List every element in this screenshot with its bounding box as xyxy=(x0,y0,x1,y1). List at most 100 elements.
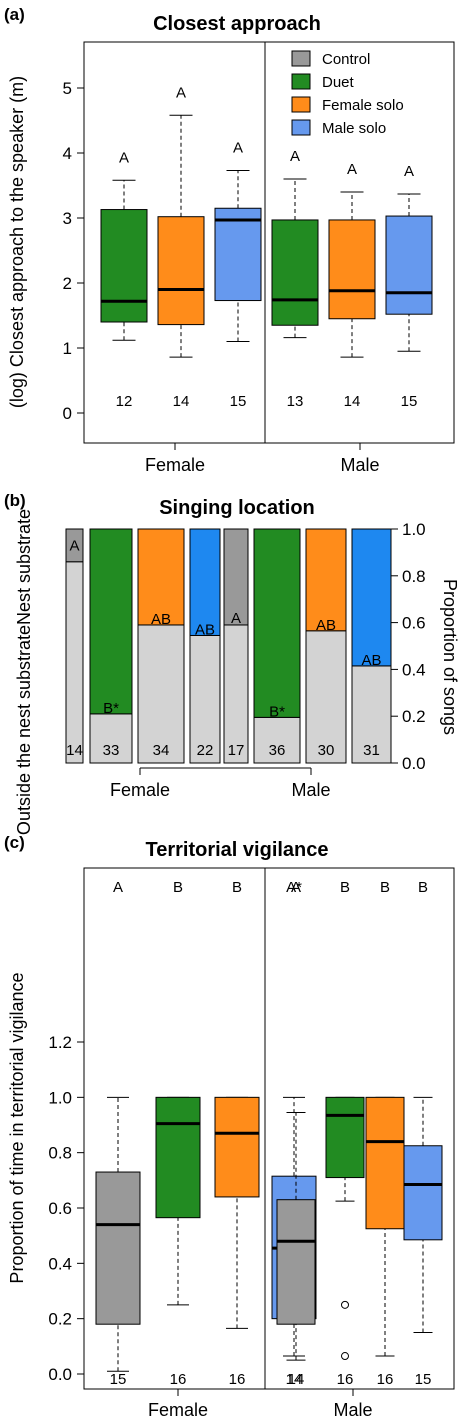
box-sample-size: 16 xyxy=(377,1371,394,1388)
panel-c: (c) Territorial vigilance Proportion of … xyxy=(4,833,455,1420)
y-tick-label: 0 xyxy=(63,404,72,423)
box-significance-letter: A xyxy=(290,148,300,165)
panel-a: (a) Closest approach (log) Closest appro… xyxy=(4,5,455,475)
bar-nest-male-female-solo xyxy=(305,528,347,632)
bar-sample-size: 33 xyxy=(103,742,120,759)
panel-a-y-axis: 0 1 2 3 4 5 xyxy=(63,79,84,423)
bar-nest-male-control xyxy=(223,528,249,626)
y-tick-label: 0.8 xyxy=(48,1144,72,1163)
legend-label-duet: Duet xyxy=(322,74,355,91)
panel-c-x-axis: Female Male xyxy=(148,1389,373,1420)
box-significance-letter: A xyxy=(291,879,301,896)
panel-a-x-label-male: Male xyxy=(340,455,379,475)
box-female-male-solo xyxy=(214,207,262,302)
panel-b-nest-label: Nest substrate xyxy=(14,509,34,625)
box-significance-letter: A* xyxy=(286,879,302,896)
panel-b-label: (b) xyxy=(4,491,26,510)
box-sample-size: 15 xyxy=(230,393,247,410)
panel-a-legend: Control Duet Female solo Male solo xyxy=(291,50,404,137)
box-outlier xyxy=(341,1300,349,1309)
panel-b-bars: A 14 B* 33 AB 34 AB 22 A 17 B* 36 AB 30 AB 31 xyxy=(65,528,392,764)
box-significance-letter: A xyxy=(404,163,414,180)
box-male-duet xyxy=(271,219,319,326)
y-tick-label: 2 xyxy=(63,274,72,293)
y-tick-label: 0.6 xyxy=(48,1199,72,1218)
box-sample-size: 13 xyxy=(287,393,304,410)
bar-significance-letter: B* xyxy=(269,704,285,721)
box-male-male-solo xyxy=(403,1145,443,1241)
panel-c-title: Territorial vigilance xyxy=(145,839,328,861)
bar-nest-female-male-solo xyxy=(189,528,221,636)
bar-significance-letter: AB xyxy=(361,652,381,669)
bar-nest-male-duet xyxy=(253,528,301,718)
box-significance-letter: A xyxy=(233,140,243,157)
bar-sample-size: 22 xyxy=(197,742,214,759)
y-tick-label: 0.0 xyxy=(402,754,426,773)
box-significance-letter: A xyxy=(347,161,357,178)
bar-significance-letter: AB xyxy=(195,622,215,639)
box-significance-letter: A xyxy=(176,84,186,101)
panel-a-x-label-female: Female xyxy=(145,455,205,475)
panel-a-boxes: A 12 A 14 A 15 A 13 A 14 A 15 xyxy=(100,84,433,410)
panel-a-title: Closest approach xyxy=(153,13,321,35)
legend-label-control: Control xyxy=(322,51,370,68)
box-male-female-solo xyxy=(365,1096,405,1230)
box-male-female-solo xyxy=(328,219,376,320)
y-tick-label: 1.0 xyxy=(402,520,426,539)
y-tick-label: 4 xyxy=(63,144,72,163)
y-tick-label: 0.2 xyxy=(48,1310,72,1329)
legend-swatch-duet xyxy=(291,73,311,90)
bar-significance-letter: B* xyxy=(103,700,119,717)
panel-c-y-axis: 0.0 0.2 0.4 0.6 0.8 1.0 1.2 xyxy=(48,1033,84,1384)
y-tick-label: 0.2 xyxy=(402,707,426,726)
bar-nest-female-female-solo xyxy=(137,528,185,626)
y-tick-label: 0.4 xyxy=(402,660,426,679)
panel-b-y-axis-label: Proportion of songs xyxy=(440,579,460,735)
box-sample-size: 16 xyxy=(337,1371,354,1388)
box-sample-size: 16 xyxy=(229,1371,246,1388)
box-significance-letter: B xyxy=(380,879,390,896)
panel-b-x-axis: Female Male xyxy=(110,767,331,800)
box-female-female-solo xyxy=(214,1096,260,1198)
bar-sample-size: 17 xyxy=(228,742,245,759)
legend-label-male-solo: Male solo xyxy=(322,120,386,137)
box-significance-letter: B xyxy=(340,879,350,896)
box-significance-letter: B xyxy=(173,879,183,896)
bar-sample-size: 36 xyxy=(269,742,286,759)
box-significance-letter: A xyxy=(119,149,129,166)
bar-sample-size: 31 xyxy=(363,742,380,759)
bar-sample-size: 34 xyxy=(153,742,170,759)
bar-outside-female-duet xyxy=(89,713,133,764)
panel-b-outside-label: Outside the nest substrate xyxy=(14,625,34,835)
bar-outside-female-female-solo xyxy=(137,624,185,764)
y-tick-label: 0.8 xyxy=(402,567,426,586)
box-significance-letter: A xyxy=(113,879,123,896)
box-sample-size: 15 xyxy=(415,1371,432,1388)
legend-label-female-solo: Female solo xyxy=(322,97,404,114)
legend-swatch-control xyxy=(291,50,311,67)
y-tick-label: 0.0 xyxy=(48,1365,72,1384)
box-male-duet xyxy=(325,1096,365,1179)
y-tick-label: 1.0 xyxy=(48,1088,72,1107)
bar-nest-male-male-solo xyxy=(351,528,392,667)
box-sample-size: 15 xyxy=(110,1371,127,1388)
box-female-duet xyxy=(100,209,148,323)
y-tick-label: 1.2 xyxy=(48,1033,72,1052)
box-male-control xyxy=(276,1199,316,1325)
box-sample-size: 15 xyxy=(401,393,418,410)
bar-significance-letter: A xyxy=(69,537,79,554)
bar-significance-letter: AB xyxy=(151,611,171,628)
panel-b-y-axis: 0.0 0.2 0.4 0.6 0.8 1.0 xyxy=(390,520,426,773)
panel-a-x-axis: Female Male xyxy=(145,443,380,475)
bar-outside-female-control xyxy=(65,561,84,764)
legend-swatch-female-solo xyxy=(291,96,311,113)
box-male-male-solo xyxy=(385,215,433,315)
panel-b-title: Singing location xyxy=(159,497,315,519)
panel-a-label: (a) xyxy=(4,5,25,24)
bar-outside-female-male-solo xyxy=(189,634,221,764)
box-sample-size: 12 xyxy=(116,393,133,410)
bar-nest-female-control xyxy=(65,528,84,563)
box-sample-size: 14 xyxy=(288,1371,305,1388)
